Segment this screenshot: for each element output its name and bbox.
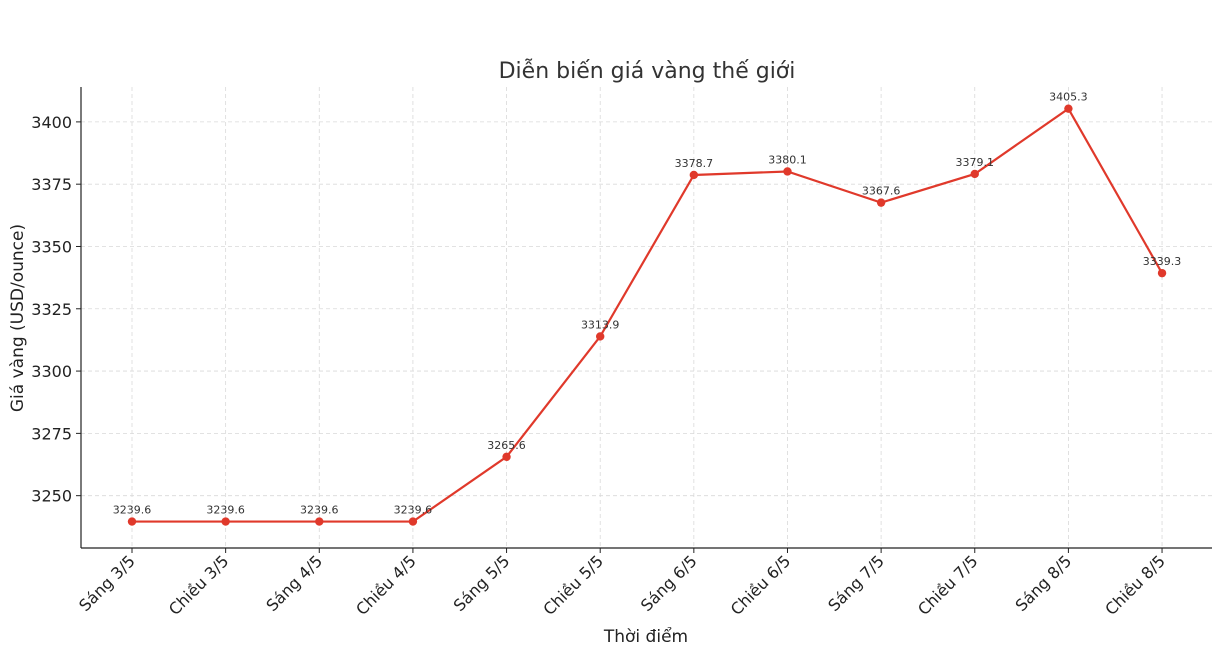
y-tick-label: 3275 [31, 424, 72, 443]
y-tick-label: 3250 [31, 487, 72, 506]
data-label: 3378.7 [675, 157, 714, 170]
y-tick-label: 3325 [31, 300, 72, 319]
data-label: 3239.6 [113, 504, 152, 517]
data-label: 3313.9 [581, 318, 620, 331]
data-point [315, 517, 324, 526]
chart-title: Diễn biến giá vàng thế giới [499, 58, 796, 84]
data-point [1157, 268, 1167, 278]
data-label: 3379.1 [956, 156, 995, 169]
x-tick-labels: Sáng 3/5 Chiều 3/5 Sáng 4/5 Chiều 4/5 Sáng 5… [75, 548, 1169, 619]
x-axis-label: Thời điểm [603, 626, 688, 647]
data-label: 3265.6 [487, 439, 526, 452]
data-point [689, 170, 699, 180]
data-point [783, 167, 792, 176]
x-tick-label: Sáng 5/5 [450, 551, 514, 615]
y-tick-labels: 3250 3275 3300 3325 3350 3375 3400 [31, 113, 81, 506]
y-tick-label: 3400 [31, 113, 72, 132]
x-tick-label: Chiều 4/5 [352, 551, 420, 619]
x-tick-label: Chiều 3/5 [165, 551, 233, 619]
data-point [1064, 104, 1073, 113]
x-tick-label: Sáng 4/5 [262, 551, 326, 615]
y-axis-label: Giá vàng (USD/ounce) [8, 224, 28, 412]
x-tick-label: Chiều 6/5 [727, 551, 795, 619]
x-tick-label: Sáng 8/5 [1012, 551, 1076, 615]
data-point [127, 517, 137, 526]
grid [81, 87, 1212, 548]
data-label: 3239.6 [206, 504, 245, 517]
data-labels: 3239.6 3239.6 3239.6 3239.6 3265.6 3313.9 3378… [113, 91, 1182, 517]
data-label: 3239.6 [394, 504, 433, 517]
data-points [127, 104, 1167, 526]
x-tick-label: Sáng 6/5 [637, 551, 701, 615]
x-tick-label: Sáng 7/5 [824, 551, 888, 615]
data-point [502, 452, 511, 461]
data-label: 3367.6 [862, 185, 901, 198]
series-line [132, 107, 1163, 523]
y-tick-label: 3375 [31, 175, 72, 194]
data-label: 3405.3 [1049, 91, 1088, 104]
data-point [970, 169, 979, 179]
data-point [596, 332, 605, 341]
y-tick-label: 3300 [31, 362, 72, 381]
x-tick-label: Sáng 3/5 [75, 551, 139, 615]
data-label: 3380.1 [768, 153, 807, 166]
data-point [221, 517, 230, 526]
data-point [876, 198, 886, 207]
data-label: 3239.6 [300, 504, 339, 517]
y-tick-label: 3350 [31, 237, 72, 256]
data-label: 3339.3 [1143, 255, 1182, 268]
x-tick-label: Chiều 5/5 [539, 551, 607, 619]
data-point [408, 517, 418, 526]
x-tick-label: Chiều 7/5 [914, 551, 982, 619]
x-tick-label: Chiều 8/5 [1101, 551, 1169, 619]
